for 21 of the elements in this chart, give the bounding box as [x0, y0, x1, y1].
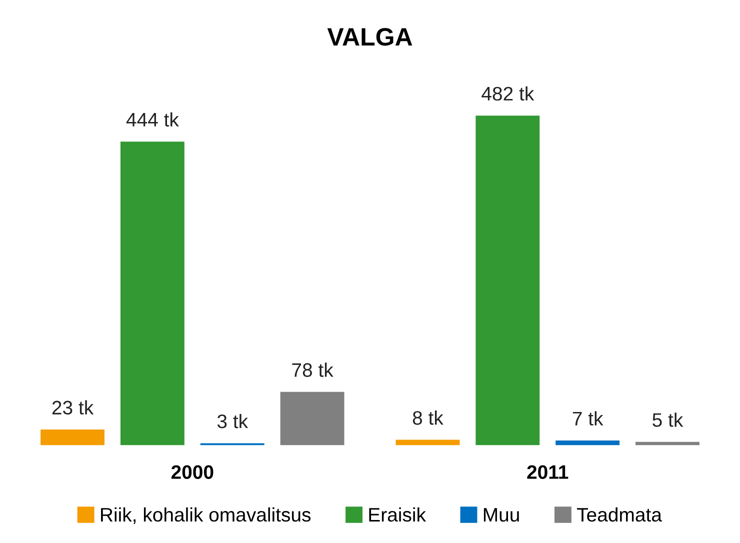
data-label: 8 tk [412, 410, 444, 425]
x-tick-label: 2011 [527, 465, 568, 479]
bar [120, 142, 184, 446]
data-label: 7 tk [572, 411, 604, 426]
data-label: 444 tk [126, 112, 179, 127]
legend-label: Muu [484, 508, 519, 522]
legend-label: Teadmata [577, 507, 662, 522]
bar [476, 116, 540, 446]
bar [556, 440, 620, 446]
bar [40, 430, 104, 446]
data-label: 78 tk [292, 362, 334, 377]
legend-label: Riik, kohalik omavalitsus [101, 507, 311, 524]
bar [280, 392, 344, 446]
x-tick-label: 2000 [171, 465, 214, 479]
data-label: 482 tk [482, 86, 534, 101]
legend-label: Eraisik [369, 507, 426, 522]
chart-title: VALGA [327, 28, 412, 46]
data-label: 3 tk [217, 414, 248, 428]
data-label: 23 tk [52, 400, 94, 415]
bar [396, 440, 460, 446]
data-label: 5 tk [652, 412, 684, 427]
